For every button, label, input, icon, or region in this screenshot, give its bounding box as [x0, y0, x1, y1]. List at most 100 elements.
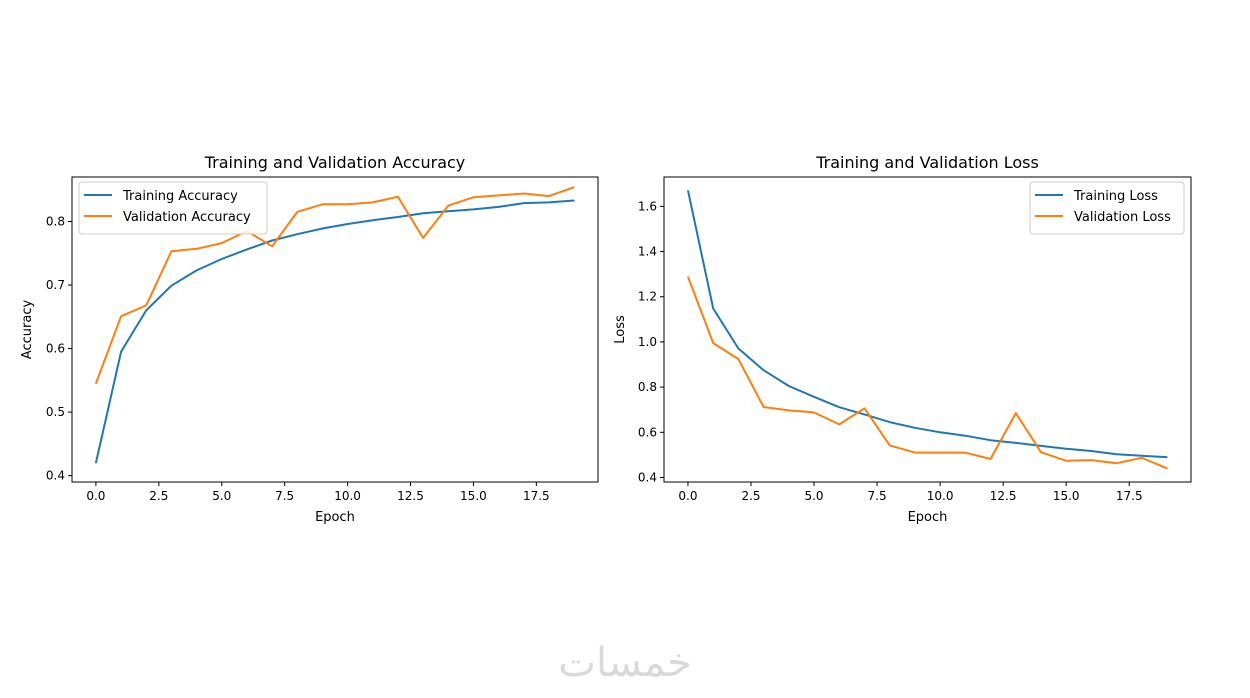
x-tick-label: 0.0	[86, 489, 105, 503]
data-point	[296, 233, 298, 235]
data-point	[813, 411, 815, 414]
y-tick-label: 0.5	[46, 405, 65, 419]
data-point	[573, 199, 575, 202]
data-point	[95, 382, 97, 385]
data-point	[523, 202, 525, 204]
series-line	[94, 199, 575, 464]
data-point	[472, 196, 475, 198]
series-line	[94, 186, 575, 384]
data-point	[763, 406, 765, 408]
data-point	[523, 192, 525, 195]
data-point	[863, 407, 866, 409]
x-tick-label: 2.5	[741, 489, 760, 503]
legend-box	[78, 181, 268, 235]
series-line	[687, 276, 1168, 470]
data-point	[120, 315, 122, 317]
data-point	[573, 186, 575, 188]
data-point	[1116, 462, 1118, 464]
watermark-logo: خمسات	[558, 640, 692, 686]
data-point	[712, 307, 714, 310]
legend-label: Validation Loss	[1074, 210, 1171, 225]
series-line	[687, 190, 1168, 459]
data-point	[170, 285, 173, 287]
data-point	[170, 250, 173, 252]
data-point	[737, 358, 739, 360]
data-point	[788, 409, 790, 411]
data-point	[838, 406, 840, 408]
chart-title: Training and Validation Loss	[815, 153, 1039, 172]
x-tick-label: 15.0	[460, 489, 487, 503]
data-point	[838, 423, 840, 425]
y-tick-label: 0.8	[638, 380, 657, 394]
data-point	[1065, 448, 1067, 450]
y-tick-label: 0.4	[46, 469, 65, 483]
data-point	[1116, 453, 1118, 455]
legend-label: Validation Accuracy	[123, 210, 251, 225]
data-point	[346, 223, 349, 225]
data-point	[346, 203, 349, 205]
data-point	[1166, 456, 1168, 458]
data-point	[422, 212, 424, 214]
data-point	[1141, 457, 1143, 459]
y-tick-label: 1.6	[638, 199, 657, 213]
data-point	[989, 439, 992, 441]
x-tick-label: 0.0	[678, 489, 697, 503]
data-point	[788, 385, 790, 387]
data-point	[1015, 442, 1017, 444]
data-point	[1040, 445, 1042, 447]
data-point	[1065, 460, 1067, 462]
legend-label: Training Loss	[1073, 189, 1158, 204]
data-point	[95, 462, 97, 464]
data-point	[863, 413, 866, 416]
data-point	[246, 248, 248, 251]
y-tick-label: 1.4	[638, 245, 657, 259]
x-tick-label: 12.5	[990, 489, 1017, 503]
data-point	[939, 431, 941, 433]
data-point	[397, 216, 399, 218]
data-point	[296, 211, 298, 213]
data-point	[1090, 450, 1092, 452]
data-point	[712, 342, 714, 344]
data-point	[447, 204, 449, 207]
legend-box	[1029, 181, 1185, 235]
data-point	[221, 242, 223, 244]
data-point	[372, 219, 374, 221]
data-point	[422, 237, 424, 239]
chart-title: Training and Validation Accuracy	[204, 153, 466, 172]
data-point	[889, 444, 891, 446]
data-point	[687, 276, 689, 278]
legend: Training Accuracy Validation Accuracy	[78, 181, 268, 235]
data-point	[964, 452, 966, 454]
data-point	[1141, 455, 1143, 457]
data-point	[989, 458, 992, 460]
x-axis-label: Epoch	[315, 510, 355, 525]
data-point	[145, 309, 147, 312]
data-point	[497, 206, 500, 208]
y-tick-label: 0.6	[638, 425, 657, 439]
x-axis-label: Epoch	[908, 510, 948, 525]
x-tick-label: 17.5	[1116, 489, 1143, 503]
legend-label: Training Accuracy	[122, 189, 238, 204]
data-point	[548, 195, 550, 197]
data-point	[397, 196, 399, 198]
y-tick-label: 1.2	[638, 290, 657, 304]
legend: Training Loss Validation Loss	[1029, 181, 1185, 235]
data-point	[321, 227, 324, 230]
data-point	[1090, 459, 1092, 461]
data-point	[914, 452, 916, 454]
data-point	[813, 396, 815, 398]
data-point	[889, 421, 891, 423]
data-point	[195, 248, 198, 250]
data-point	[737, 347, 739, 350]
x-tick-label: 7.5	[868, 489, 887, 503]
data-point	[687, 189, 689, 192]
y-tick-label: 0.6	[46, 342, 65, 356]
y-tick-label: 1.0	[638, 335, 657, 349]
data-point	[271, 245, 273, 247]
x-tick-label: 5.0	[212, 489, 231, 503]
y-tick-label: 0.7	[46, 278, 65, 292]
y-tick-label: 0.8	[46, 214, 65, 228]
x-tick-label: 12.5	[397, 489, 424, 503]
x-tick-label: 7.5	[275, 489, 294, 503]
